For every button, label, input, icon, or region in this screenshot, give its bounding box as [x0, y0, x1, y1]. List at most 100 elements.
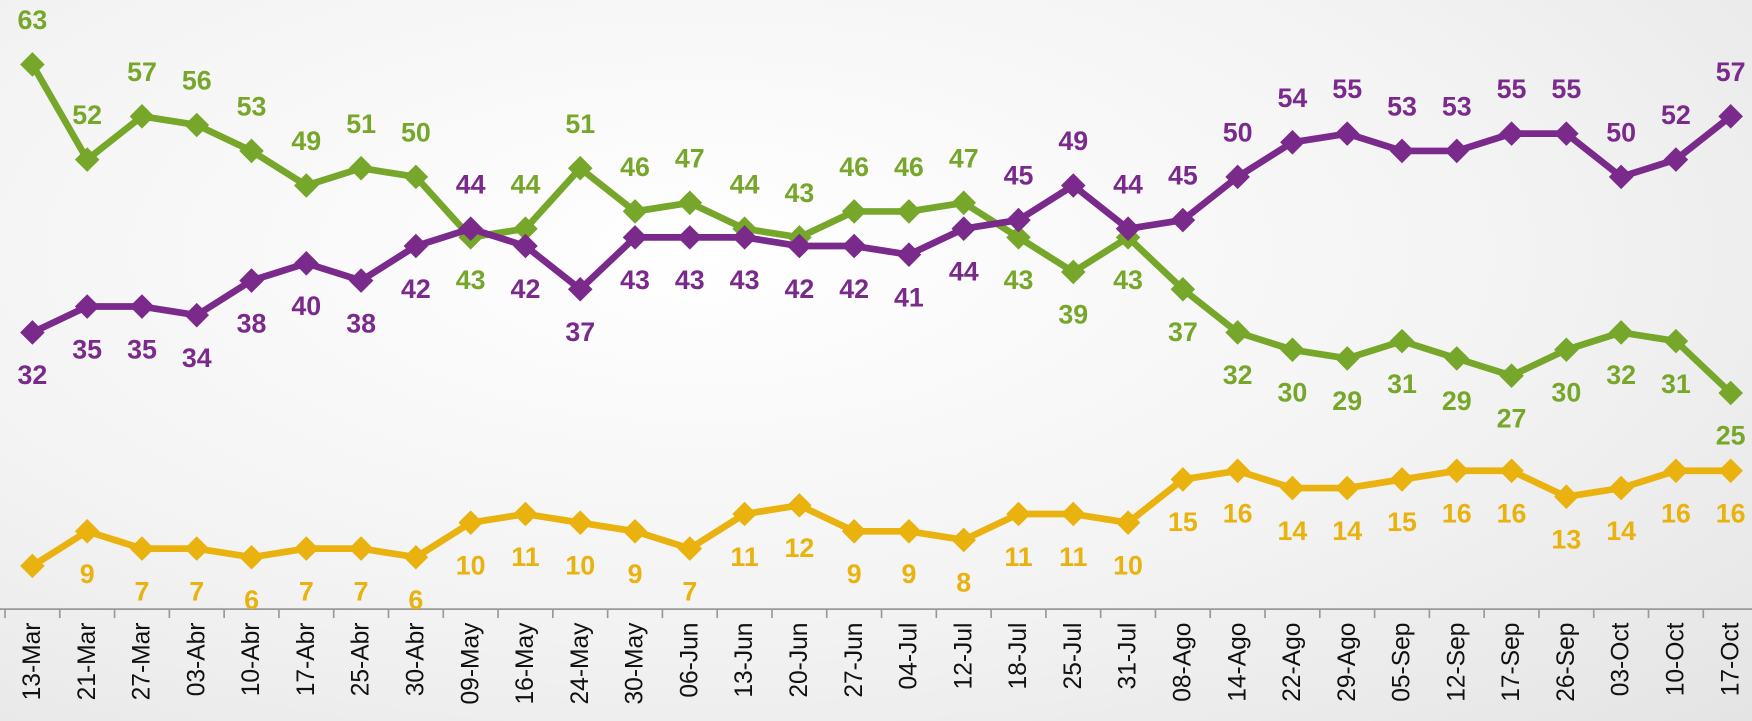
marker: [896, 242, 922, 267]
marker: [294, 251, 319, 276]
data-label: 63: [17, 5, 47, 35]
marker: [1608, 475, 1634, 501]
data-label: 43: [620, 265, 650, 295]
data-label: 11: [1004, 542, 1032, 572]
data-label: 46: [620, 152, 650, 182]
data-label: 29: [1442, 386, 1472, 416]
data-label: 42: [401, 274, 431, 304]
marker: [1389, 467, 1415, 492]
x-tick-label: 25-Jul: [1060, 623, 1087, 690]
marker: [567, 155, 593, 181]
data-label: 42: [784, 274, 814, 304]
marker: [184, 536, 210, 561]
marker: [1170, 276, 1196, 302]
marker: [622, 225, 648, 250]
x-tick-label: 20-Jun: [786, 623, 813, 698]
marker: [184, 302, 210, 328]
marker: [1334, 475, 1360, 501]
data-label: 43: [1113, 265, 1143, 295]
marker: [129, 294, 155, 319]
data-label: 39: [1058, 300, 1088, 330]
x-tick-label: 12-Jul: [950, 623, 977, 690]
data-label: 38: [237, 308, 267, 338]
data-label: 50: [1223, 117, 1253, 147]
data-label: 10: [1113, 550, 1143, 580]
marker: [1718, 104, 1743, 129]
marker: [239, 268, 264, 293]
data-label: 35: [72, 334, 102, 364]
data-label: 41: [894, 282, 924, 312]
x-tick-label: 22-Ago: [1279, 623, 1306, 702]
data-label: 32: [17, 360, 47, 390]
marker: [1663, 328, 1689, 354]
marker: [403, 164, 429, 190]
marker: [458, 216, 483, 242]
data-label: 55: [1551, 74, 1581, 104]
data-label: 11: [1059, 542, 1087, 572]
marker: [732, 501, 757, 527]
data-label: 43: [675, 265, 705, 295]
data-label: 27: [1497, 403, 1527, 433]
data-label: 16: [1442, 499, 1472, 529]
marker: [239, 544, 264, 570]
data-label: 44: [730, 169, 760, 199]
data-label: 49: [1058, 126, 1088, 156]
marker: [567, 276, 593, 302]
data-label: 29: [1332, 386, 1362, 416]
data-label: 42: [511, 274, 541, 304]
data-label: 31: [1661, 369, 1691, 399]
x-tick-label: 16-May: [512, 622, 539, 705]
data-label: 57: [127, 57, 157, 87]
data-label: 12: [784, 533, 814, 563]
marker: [294, 536, 319, 561]
x-tick-label: 03-Abr: [183, 623, 210, 697]
data-label: 7: [682, 576, 697, 606]
x-tick-label: 10-Oct: [1663, 622, 1690, 696]
data-label: 6: [408, 585, 423, 615]
data-label: 42: [839, 274, 869, 304]
data-label: 9: [628, 559, 643, 589]
marker: [841, 519, 867, 544]
marker: [348, 536, 374, 561]
data-label: 37: [565, 317, 595, 347]
data-label: 15: [1168, 507, 1198, 537]
data-label: 16: [1716, 499, 1746, 529]
data-label: 34: [182, 343, 212, 373]
data-label: 10: [565, 550, 595, 580]
marker: [841, 199, 867, 224]
data-label: 14: [1606, 516, 1636, 546]
x-tick-label: 24-May: [567, 622, 594, 705]
data-label: 14: [1332, 516, 1362, 546]
data-label: 44: [949, 256, 979, 286]
marker: [1334, 346, 1360, 371]
marker: [20, 320, 45, 345]
marker: [677, 225, 703, 250]
x-tick-label: 29-Ago: [1334, 623, 1361, 702]
marker: [74, 294, 100, 319]
line: [30, 113, 1733, 336]
marker: [1060, 501, 1086, 527]
x-tick-label: 17-Oct: [1717, 622, 1744, 696]
marker: [1444, 138, 1470, 164]
x-tick-label: 18-Jul: [1005, 623, 1032, 690]
x-tick-label: 08-Ago: [1169, 623, 1196, 702]
data-label: 25: [1716, 421, 1746, 451]
data-label: 44: [456, 169, 486, 199]
data-label: 52: [1661, 100, 1691, 130]
data-label: 43: [730, 265, 760, 295]
marker: [239, 138, 264, 164]
data-label: 53: [1442, 92, 1472, 122]
marker: [677, 190, 703, 216]
x-tick-label: 06-Jun: [676, 623, 703, 698]
marker: [1499, 458, 1524, 484]
marker: [951, 216, 977, 242]
data-label: 38: [346, 308, 376, 338]
x-tick-label: 12-Sep: [1443, 623, 1470, 702]
marker: [1499, 363, 1524, 388]
data-label: 7: [189, 576, 204, 606]
x-tick-label: 03-Oct: [1608, 622, 1635, 696]
marker: [20, 553, 45, 579]
x-tick-label: 26-Sep: [1553, 623, 1580, 702]
x-tick-label: 27-Mar: [129, 623, 156, 701]
